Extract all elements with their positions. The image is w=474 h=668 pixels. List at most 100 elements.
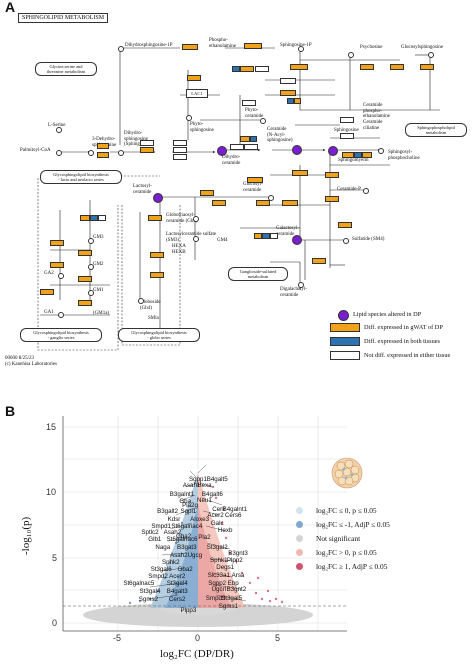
gene-box[interactable] — [150, 272, 164, 278]
gene-label: B3gat3 — [176, 543, 197, 551]
legend-label: log₂FC ≤ -1, AdjP ≤ 0.05 — [316, 520, 390, 529]
gene-box[interactable] — [148, 215, 162, 221]
gene-box[interactable] — [240, 66, 254, 72]
gene-label: Sgpp2 — [208, 579, 227, 587]
gene-box[interactable] — [78, 276, 92, 282]
gene-box[interactable] — [240, 136, 250, 142]
gene-box[interactable] — [182, 44, 198, 50]
gene-box[interactable] — [98, 215, 106, 221]
label-dihydroceramide: Dihydro- ceramide — [222, 155, 241, 166]
box-glycine-serine[interactable]: Glycine,serine and threonine metabolism — [35, 62, 97, 76]
gene-box[interactable] — [97, 152, 109, 158]
gene-box[interactable] — [354, 152, 362, 158]
gene-box[interactable] — [250, 136, 257, 142]
label-phytosphingosine: Phyto- sphingosine — [190, 122, 214, 133]
gene-box[interactable] — [287, 98, 294, 104]
gene-label: Pla2 — [198, 533, 211, 541]
gene-box[interactable] — [50, 262, 64, 268]
gene-box[interactable] — [280, 90, 296, 96]
gene-box[interactable] — [338, 222, 352, 228]
gene-label: Asah2 — [170, 551, 188, 559]
gene-box[interactable] — [140, 147, 154, 153]
gene-box[interactable] — [325, 172, 339, 178]
gene-box[interactable] — [242, 100, 256, 106]
gene-label: Plpp2 — [226, 557, 243, 565]
legend-dot — [296, 549, 303, 556]
gene-label: Smpd3 — [205, 595, 226, 603]
gene-label: Sptlc2 — [141, 529, 159, 536]
y-tick: 10 — [46, 487, 57, 497]
label-dihydrosphingosine-1p: Dihydrosphingosine-1P — [125, 43, 173, 48]
gene-box[interactable] — [280, 78, 296, 84]
node-dihydroceramide[interactable] — [217, 146, 227, 156]
gene-label: Acer2 — [207, 511, 224, 519]
legend-label: Diff. expressed in both tissues — [364, 338, 440, 345]
box-ganglioside-sulfated[interactable]: Ganglioside-sulfated metabolism — [228, 267, 288, 281]
label-phytoceramide: Phyto- ceramide — [245, 108, 264, 119]
label-gm1a: (GM1a) — [93, 311, 110, 316]
gene-box[interactable] — [200, 190, 214, 196]
gene-box[interactable] — [340, 117, 354, 123]
gene-box[interactable] — [78, 300, 92, 306]
box-sphingophospholipid[interactable]: Sphingophospholipid metabolism — [405, 123, 467, 137]
gene-box[interactable] — [282, 200, 298, 206]
y-tick: 5 — [52, 553, 58, 563]
gene-box[interactable] — [342, 152, 354, 158]
gene-box[interactable] — [212, 200, 226, 206]
gene-box[interactable] — [290, 64, 308, 70]
gene-box[interactable] — [270, 233, 278, 239]
node-galactosylceramide[interactable] — [292, 235, 302, 245]
node-ceramide[interactable] — [292, 145, 302, 155]
gene-box[interactable] — [80, 215, 90, 221]
gene-box[interactable] — [420, 64, 434, 70]
x-axis-label: log₂FC (DP/DR) — [160, 648, 234, 660]
gene-box[interactable] — [256, 200, 270, 206]
gene-box[interactable] — [244, 144, 258, 150]
gene-box[interactable] — [78, 250, 92, 256]
gene-box[interactable] — [97, 143, 109, 149]
gene-box[interactable] — [50, 240, 64, 246]
gene-box[interactable] — [90, 215, 98, 221]
label-ceramide-phosphoethanolamine: Ceramide phospho- ethanolamine — [363, 103, 390, 119]
box-lac1[interactable]: LAC1 — [186, 89, 208, 98]
gene-box[interactable] — [254, 233, 262, 239]
gene-label: Gba — [179, 498, 192, 506]
gene-box[interactable] — [262, 233, 270, 239]
gene-box[interactable] — [360, 64, 374, 70]
gene-box[interactable] — [173, 140, 187, 146]
volcano-plot — [62, 416, 347, 632]
node-small — [118, 150, 124, 156]
gene-box[interactable] — [294, 98, 301, 104]
gene-box[interactable] — [255, 66, 269, 72]
gene-label: St3gal5 — [221, 595, 243, 603]
gene-box[interactable] — [173, 154, 187, 160]
gene-box[interactable] — [292, 170, 308, 176]
gene-label: Glb1 — [148, 535, 162, 543]
gene-box[interactable] — [230, 144, 244, 150]
gene-box[interactable] — [232, 66, 240, 72]
gene-box[interactable] — [150, 252, 164, 258]
gene-label: Arsa — [231, 572, 245, 580]
gene-box[interactable] — [140, 140, 154, 146]
gene-box[interactable] — [187, 75, 201, 81]
node-lactosylceramide[interactable] — [153, 193, 163, 203]
gene-box[interactable] — [312, 258, 326, 264]
label-glucosylceramide: Glucosyl- ceramide — [243, 182, 263, 193]
gene-box[interactable] — [244, 43, 262, 49]
node-small — [56, 127, 62, 133]
box-gsl-ganglio[interactable]: Glycosphingolipid biosynthesis - ganglio… — [20, 328, 102, 342]
gene-box[interactable] — [40, 289, 54, 295]
legend-label: log₂FC > 0, p ≤ 0.05 — [316, 548, 377, 557]
gene-box[interactable] — [390, 64, 404, 70]
footer-copyright: (c) Kanehisa Laboratories — [5, 362, 57, 367]
gene-box[interactable] — [247, 177, 263, 183]
node-sphingomyelin[interactable] — [328, 146, 338, 156]
gene-box[interactable] — [340, 133, 354, 139]
gene-box[interactable] — [173, 147, 187, 153]
gene-box[interactable] — [325, 196, 339, 202]
box-gsl-lacto[interactable]: Glycosphingolipid biosynthesis - lacto a… — [40, 170, 122, 184]
box-gsl-globo[interactable]: Glycosphingolipid biosynthesis - globo s… — [118, 328, 200, 342]
gene-label: Gba2 — [177, 565, 193, 573]
label-smla: SMla — [148, 316, 159, 321]
gene-box[interactable] — [362, 152, 372, 158]
